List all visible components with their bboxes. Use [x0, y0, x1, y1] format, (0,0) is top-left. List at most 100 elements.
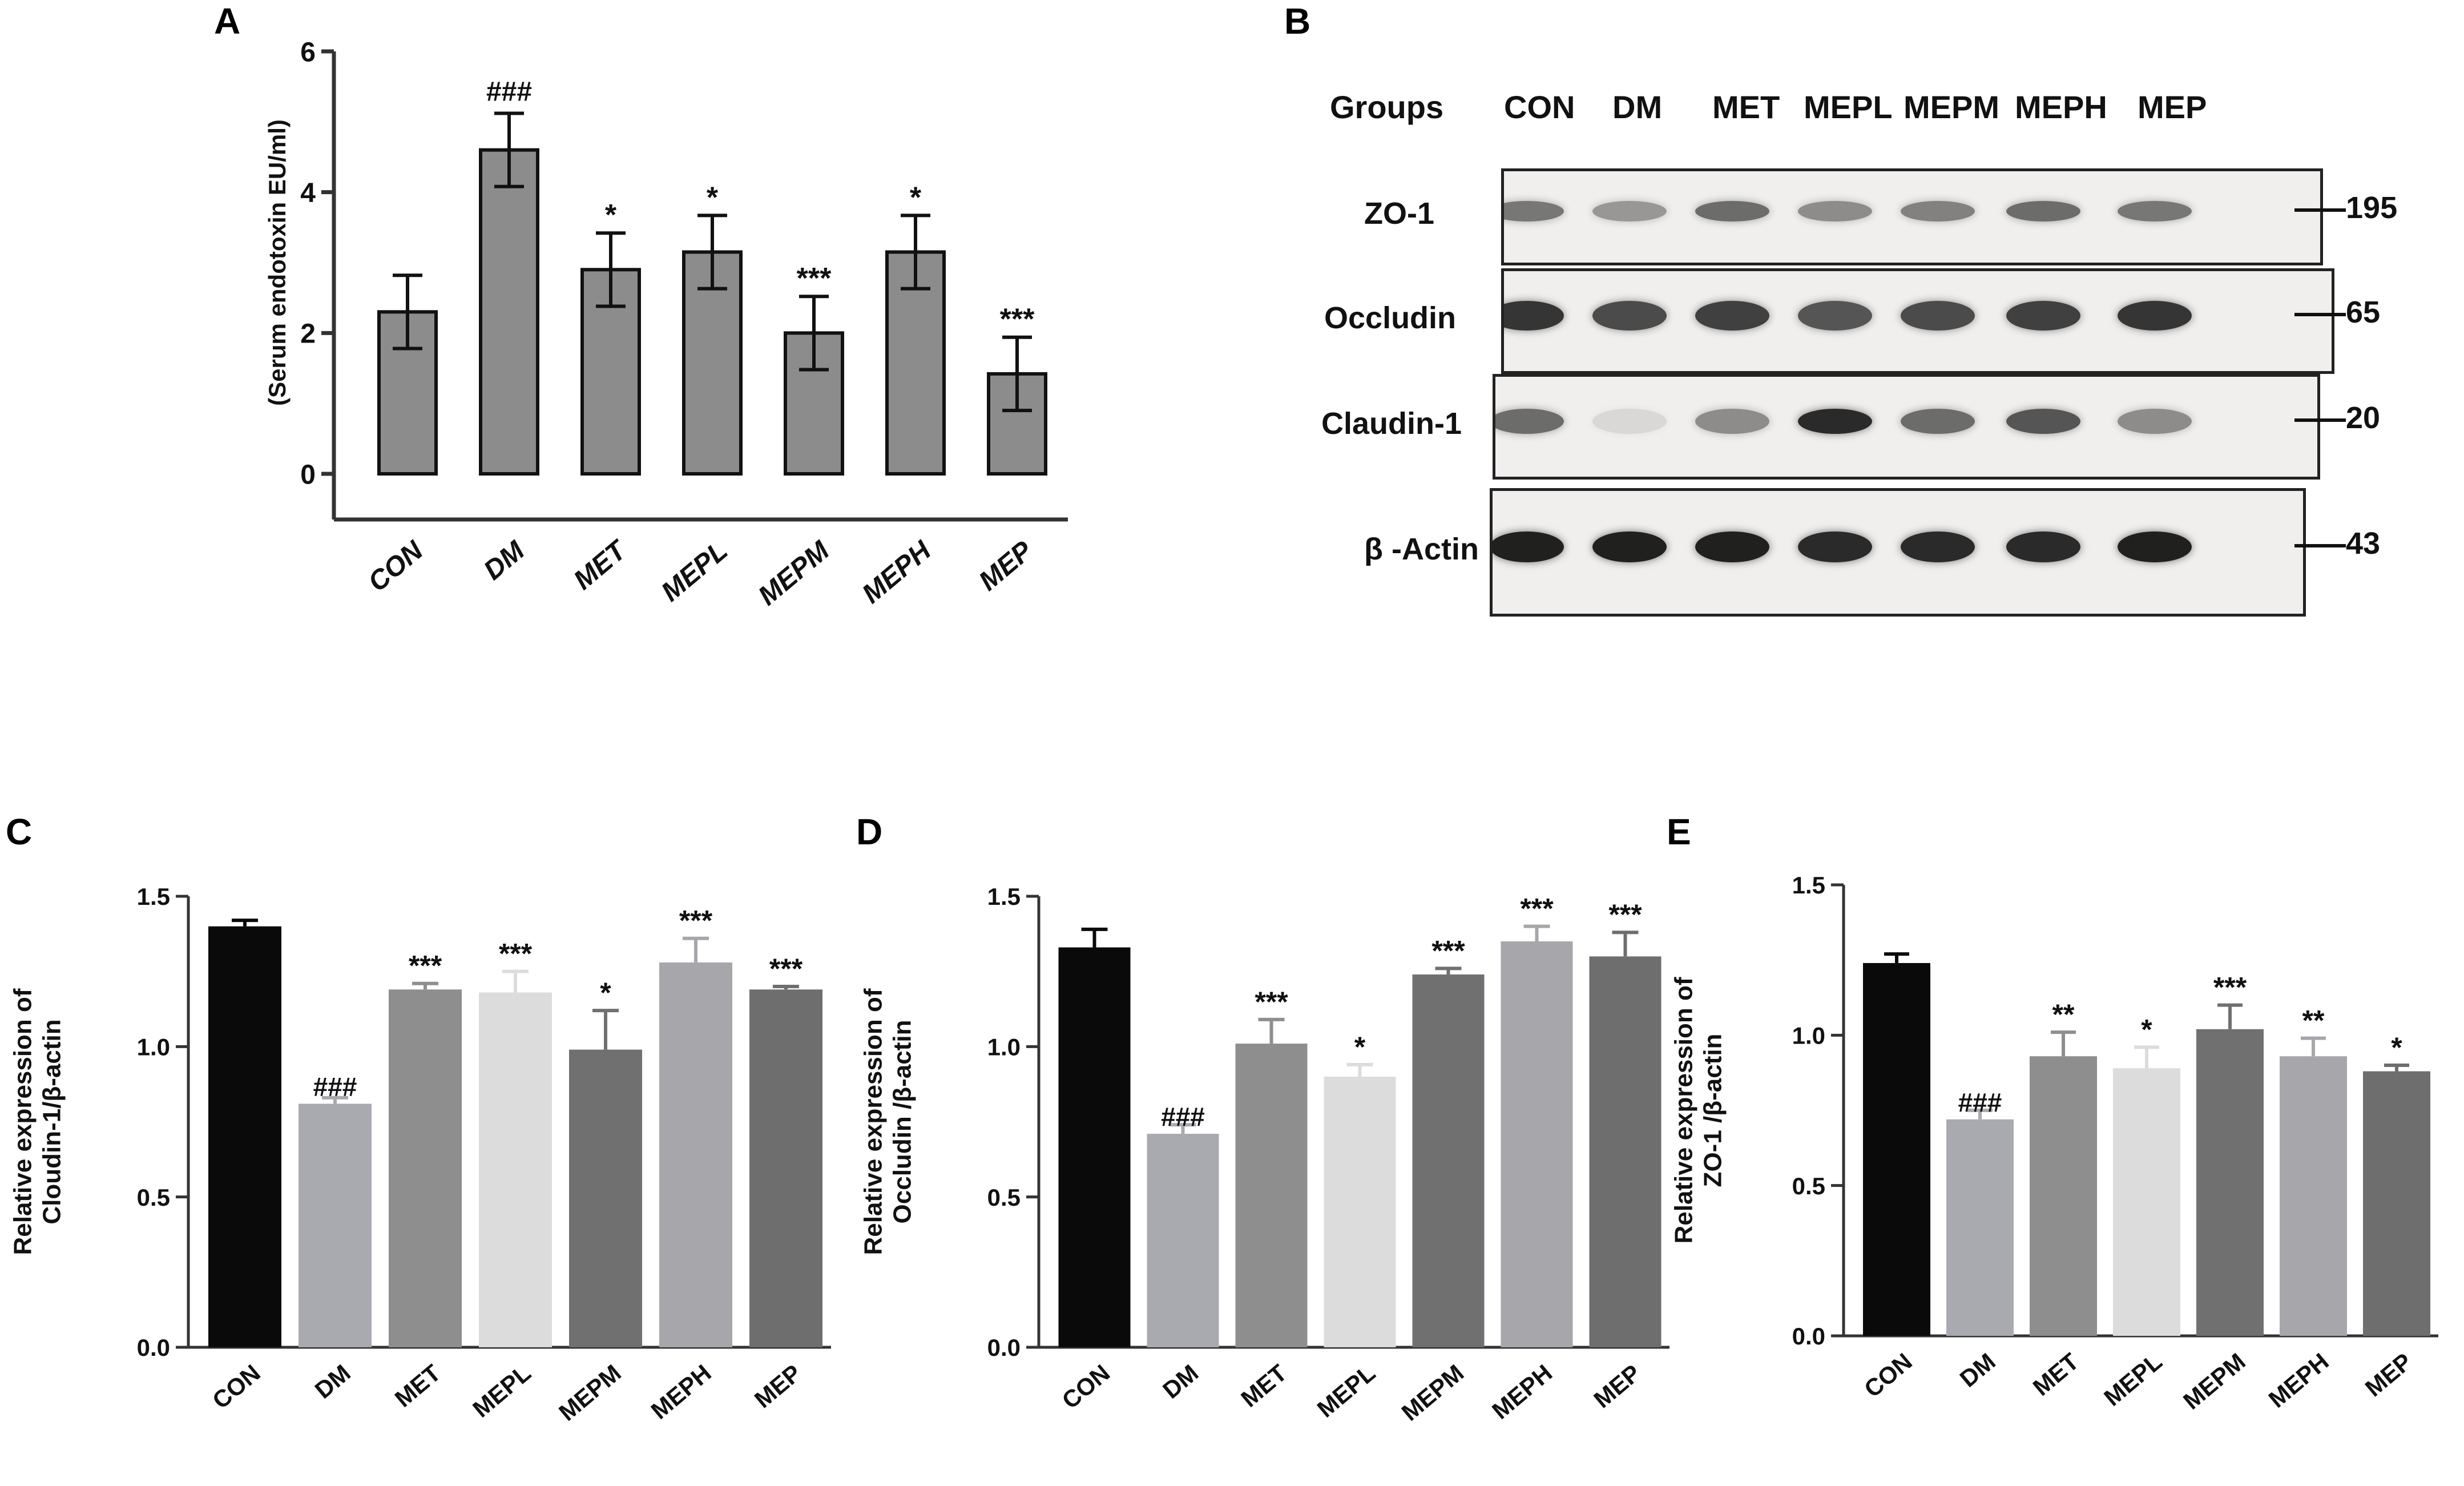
x-tick-label: DM	[478, 535, 531, 586]
western-blot-panel: Groups CON DM MET MEPL MEPM MEPH MEP ZO-1 195 Occl…	[1256, 23, 2454, 628]
significance-label: ###	[1161, 1102, 1205, 1131]
blot-lane-label: MEPL	[1804, 89, 1893, 125]
significance-label: *	[600, 977, 611, 1009]
mw-marker-tick	[2294, 543, 2346, 547]
blot-band	[2118, 408, 2192, 434]
bar-dm	[479, 148, 539, 476]
x-tick-label: DM	[1955, 1348, 2001, 1392]
x-tick-label: MEPL	[1312, 1359, 1381, 1423]
x-tick-label: DM	[1158, 1359, 1203, 1404]
blot-lane-label: MEPM	[1904, 89, 1999, 125]
significance-label: **	[2302, 1005, 2325, 1037]
blot-band	[2006, 300, 2080, 331]
bar-met	[1235, 1044, 1308, 1347]
significance-label: *	[2141, 1013, 2152, 1045]
significance-label: *	[707, 181, 719, 214]
x-tick-label: MET	[390, 1359, 446, 1412]
blot-row-label: ZO-1	[1364, 196, 1435, 231]
y-tick-label: 0.5	[137, 1184, 170, 1211]
bar-meph	[1501, 941, 1573, 1347]
blot-strip	[1490, 488, 2306, 617]
bar-mep	[749, 989, 822, 1347]
mw-marker-label: 195	[2346, 191, 2398, 225]
bar-mepm	[569, 1049, 642, 1347]
chart-serum-endotoxin: 0 2 4 6 (Serum endotoxin EU/ml) CON ### DM * MET *…	[264, 37, 1068, 611]
x-tick-label: MEP	[749, 1359, 806, 1413]
blot-lane-label: CON	[1504, 89, 1575, 125]
y-axis-label: Cloudin-1/β-actin	[38, 1019, 66, 1224]
mw-marker-tick	[2294, 312, 2346, 316]
blot-lane-label: MET	[1712, 89, 1780, 125]
significance-label: ***	[769, 953, 803, 985]
y-tick-label: 1.5	[1792, 872, 1825, 899]
significance-label: ###	[1958, 1088, 2002, 1117]
significance-label: ###	[486, 77, 532, 107]
significance-label: ###	[313, 1072, 357, 1101]
blot-lane-label: MEP	[2138, 89, 2207, 125]
panel-letter-e: E	[1667, 811, 1691, 852]
significance-label: ***	[1608, 899, 1642, 931]
blot-row-label: β -Actin	[1364, 531, 1479, 566]
y-tick-label: 1.0	[987, 1033, 1021, 1060]
blot-band	[1592, 408, 1667, 434]
significance-label: *	[2391, 1032, 2402, 1064]
y-tick-label: 4	[300, 178, 316, 208]
blot-band	[1901, 201, 1975, 222]
panel-letter-d: D	[856, 811, 883, 852]
blot-row-label: Occludin	[1324, 300, 1457, 335]
y-tick-label: 1.0	[137, 1033, 170, 1060]
bar-mepl	[479, 992, 552, 1347]
y-tick-label: 0.5	[1792, 1173, 1825, 1199]
bar-dm	[299, 1104, 372, 1347]
significance-label: ***	[499, 938, 533, 970]
bar-mep	[1589, 956, 1662, 1347]
x-tick-label: MEPH	[2264, 1348, 2334, 1413]
blot-row-label: Claudin-1	[1321, 406, 1462, 441]
blot-strip	[1501, 168, 2323, 265]
significance-label: ***	[1520, 893, 1554, 925]
y-tick-label: 0.5	[987, 1184, 1021, 1211]
x-tick-label: MEPM	[1397, 1359, 1469, 1426]
x-tick-label: MEPL	[656, 535, 733, 607]
x-tick-label: MET	[2028, 1348, 2084, 1401]
blot-band	[1504, 201, 1564, 222]
panel-letter-b: B	[1284, 1, 1311, 42]
blot-band	[1798, 300, 1872, 331]
blot-band	[1901, 531, 1975, 562]
x-tick-label: MET	[1236, 1359, 1292, 1412]
blot-band	[1592, 300, 1667, 331]
blot-band	[2118, 300, 2192, 331]
significance-label: ***	[2213, 972, 2247, 1004]
chart-occludin-expression: 0.0 0.5 1.0 1.5 Relative expression of Occlud…	[860, 883, 1669, 1426]
significance-label: ***	[409, 950, 442, 982]
blot-band	[1592, 201, 1667, 222]
mw-marker-label: 65	[2346, 295, 2381, 329]
blot-band	[1592, 531, 1667, 562]
blot-band	[2118, 531, 2192, 562]
x-tick-label: MET	[568, 534, 634, 595]
blot-lane-label: DM	[1612, 89, 1663, 125]
x-tick-label: MEPL	[2099, 1348, 2167, 1411]
y-tick-label: 1.0	[1792, 1022, 1825, 1049]
bar-mepl	[2113, 1068, 2180, 1336]
x-tick-label: CON	[207, 1359, 265, 1414]
x-tick-label: MEPL	[467, 1359, 536, 1423]
bar-mepm	[1412, 974, 1485, 1347]
significance-label: *	[605, 199, 617, 232]
mw-marker-label: 43	[2346, 526, 2381, 561]
y-axis-label: (Serum endotoxin EU/ml)	[264, 119, 291, 406]
blot-band	[1798, 531, 1872, 562]
blot-band	[1695, 201, 1769, 222]
bar-mepl	[1324, 1077, 1396, 1347]
x-tick-label: MEP	[1588, 1359, 1646, 1413]
x-tick-label: MEPM	[554, 1359, 626, 1426]
bar-meph	[2280, 1056, 2347, 1336]
x-tick-label: CON	[1859, 1348, 1917, 1403]
blot-band	[1798, 408, 1872, 434]
mw-marker-tick	[2294, 418, 2346, 422]
significance-label: ***	[1431, 935, 1465, 966]
x-tick-label: DM	[310, 1359, 356, 1404]
x-tick-label: CON	[1057, 1359, 1115, 1414]
panel-letter-a: A	[214, 1, 241, 42]
y-tick-label: 6	[300, 37, 316, 67]
